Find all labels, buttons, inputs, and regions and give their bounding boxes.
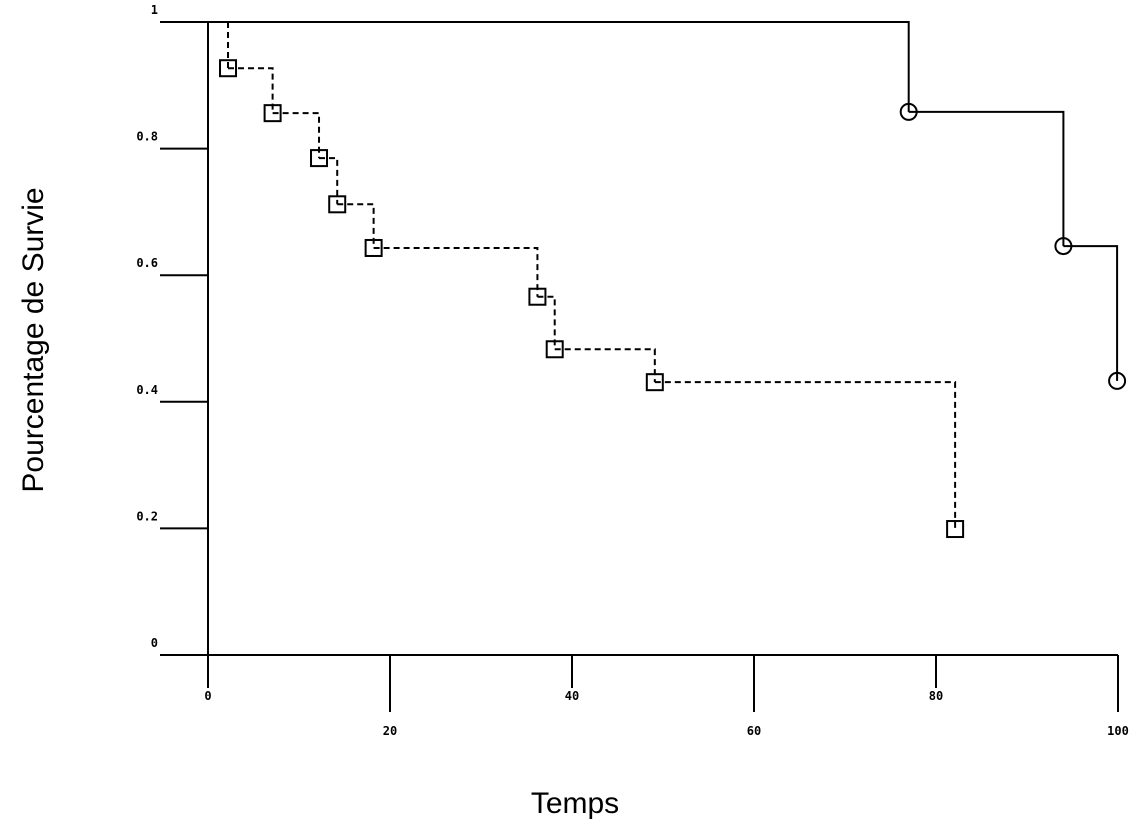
step-segment bbox=[554, 348, 656, 383]
x-tick-label: 0 bbox=[204, 689, 211, 703]
x-tick-label: 100 bbox=[1107, 724, 1129, 738]
step-segment bbox=[337, 203, 375, 248]
x-tick-label: 60 bbox=[747, 724, 761, 738]
step-segment bbox=[537, 295, 556, 350]
y-tick-label: 0.8 bbox=[136, 130, 158, 144]
x-axis-label: Temps bbox=[531, 787, 619, 820]
step-segment bbox=[654, 381, 957, 530]
step-segment bbox=[1063, 245, 1119, 381]
x-tick-label: 80 bbox=[929, 689, 943, 703]
step-segment bbox=[208, 21, 230, 69]
step-segment bbox=[228, 67, 274, 114]
y-tick-label: 0.6 bbox=[136, 256, 158, 270]
marker bbox=[263, 104, 282, 123]
marker bbox=[310, 149, 329, 168]
marker bbox=[645, 373, 664, 392]
y-axis-label: Pourcentage de Survie bbox=[17, 187, 50, 492]
marker bbox=[328, 195, 347, 214]
step-segment bbox=[319, 157, 339, 205]
step-segment bbox=[208, 21, 910, 112]
x-tick-label: 20 bbox=[383, 724, 397, 738]
step-segment bbox=[272, 112, 321, 159]
marker bbox=[219, 59, 238, 78]
y-tick-label: 0 bbox=[151, 636, 158, 650]
y-tick-label: 0.4 bbox=[136, 383, 158, 397]
step-segment bbox=[373, 246, 539, 297]
y-tick-label: 1 bbox=[151, 3, 158, 17]
marker bbox=[545, 340, 564, 359]
marker bbox=[1108, 371, 1127, 390]
y-tick-label: 0.2 bbox=[136, 509, 158, 523]
step-segment bbox=[908, 110, 1065, 247]
x-tick-label: 40 bbox=[565, 689, 579, 703]
marker bbox=[946, 520, 965, 539]
marker bbox=[364, 238, 383, 257]
marker bbox=[528, 287, 547, 306]
